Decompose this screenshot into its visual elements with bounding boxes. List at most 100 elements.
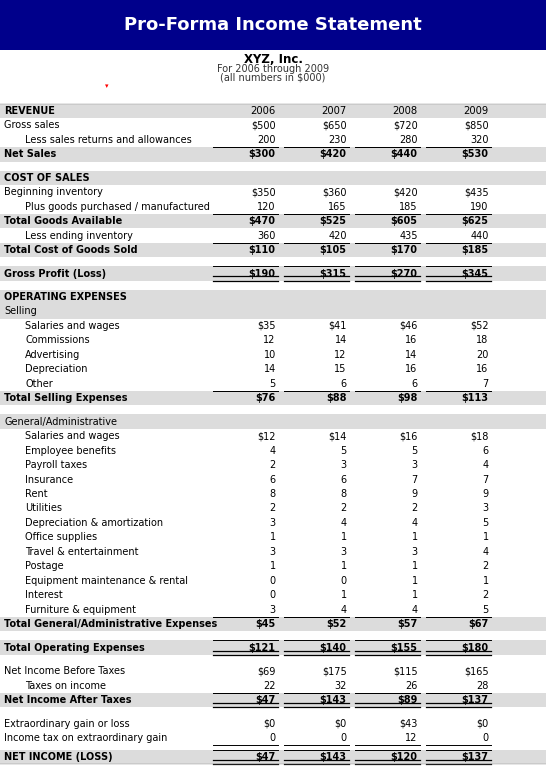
Text: (all numbers in $000): (all numbers in $000) [221,72,325,83]
Text: Plus goods purchased / manufactured: Plus goods purchased / manufactured [25,202,210,212]
Text: $143: $143 [320,752,347,762]
Text: 20: 20 [476,350,489,360]
Text: 3: 3 [341,547,347,557]
Text: $69: $69 [257,666,276,676]
Text: $165: $165 [464,666,489,676]
Text: 190: 190 [470,202,489,212]
Text: Less ending inventory: Less ending inventory [25,230,133,240]
Text: General/Administrative: General/Administrative [4,417,117,427]
Text: $0: $0 [264,719,276,729]
Text: $360: $360 [322,187,347,197]
Bar [0,515,546,530]
Text: $530: $530 [462,149,489,159]
Text: 5: 5 [483,518,489,528]
Bar [0,362,546,376]
Text: Travel & entertainment: Travel & entertainment [25,547,139,557]
Bar [0,487,546,502]
Text: Gross Profit (Loss): Gross Profit (Loss) [4,269,106,279]
Text: 4: 4 [483,460,489,470]
Bar [0,147,546,161]
Text: 3: 3 [412,460,418,470]
Text: 22: 22 [263,680,276,690]
Text: 440: 440 [470,230,489,240]
Text: 6: 6 [341,475,347,485]
Text: Salaries and wages: Salaries and wages [25,431,120,441]
Text: $45: $45 [256,619,276,629]
Text: Salaries and wages: Salaries and wages [25,321,120,331]
Text: Less sales returns and allowances: Less sales returns and allowances [25,135,192,145]
Text: Total Operating Expenses: Total Operating Expenses [4,643,145,653]
Text: $14: $14 [328,431,347,441]
Text: 5: 5 [341,445,347,455]
Text: 2009: 2009 [464,106,489,116]
Text: 230: 230 [328,135,347,145]
Text: $175: $175 [322,666,347,676]
Text: 2: 2 [270,504,276,514]
Text: 6: 6 [341,379,347,389]
Text: $650: $650 [322,121,347,131]
Text: Net Income Before Taxes: Net Income Before Taxes [4,666,126,676]
Text: 3: 3 [270,604,276,614]
Text: 1: 1 [483,576,489,586]
Bar [0,559,546,574]
Bar [0,530,546,545]
Text: 4: 4 [412,604,418,614]
Text: Depreciation: Depreciation [25,364,87,374]
Bar [0,678,546,693]
Text: XYZ, Inc.: XYZ, Inc. [244,53,302,65]
Bar [0,304,546,319]
Text: 2: 2 [483,590,489,601]
Text: 280: 280 [399,135,418,145]
Text: $525: $525 [320,216,347,226]
Text: $89: $89 [397,695,418,705]
Text: Net Sales: Net Sales [4,149,57,159]
Bar [0,730,546,745]
Text: 1: 1 [412,532,418,542]
Bar [0,104,546,118]
Text: 2006: 2006 [251,106,276,116]
Text: Net Income After Taxes: Net Income After Taxes [4,695,132,705]
Text: $52: $52 [470,321,489,331]
Bar [0,641,546,655]
Text: Total Selling Expenses: Total Selling Expenses [4,393,128,403]
Text: 0: 0 [341,576,347,586]
Text: $120: $120 [391,752,418,762]
Text: $270: $270 [391,269,418,279]
Bar [0,118,546,133]
Text: 5: 5 [270,379,276,389]
Text: $625: $625 [462,216,489,226]
Text: $16: $16 [399,431,418,441]
Text: 360: 360 [257,230,276,240]
Text: 185: 185 [399,202,418,212]
Bar [0,664,546,678]
Text: 4: 4 [341,518,347,528]
Bar [0,472,546,487]
Text: Furniture & equipment: Furniture & equipment [25,604,136,614]
Text: 165: 165 [328,202,347,212]
Text: 8: 8 [270,489,276,499]
Text: 7: 7 [483,379,489,389]
Text: $52: $52 [327,619,347,629]
Bar [0,391,546,406]
Text: 2: 2 [270,460,276,470]
Bar [0,693,546,707]
Text: $121: $121 [249,643,276,653]
Text: 0: 0 [270,733,276,743]
Text: 6: 6 [412,379,418,389]
Text: 1: 1 [341,590,347,601]
Text: 120: 120 [257,202,276,212]
Text: 435: 435 [399,230,418,240]
Text: $76: $76 [256,393,276,403]
Bar [0,429,546,443]
Text: Advertising: Advertising [25,350,80,360]
Text: $137: $137 [462,695,489,705]
Bar [0,333,546,348]
Bar [0,502,546,515]
Text: For 2006 through 2009: For 2006 through 2009 [217,64,329,74]
Text: 7: 7 [412,475,418,485]
Text: $155: $155 [391,643,418,653]
Bar [0,243,546,257]
Text: $420: $420 [320,149,347,159]
Text: 200: 200 [257,135,276,145]
Text: $315: $315 [320,269,347,279]
